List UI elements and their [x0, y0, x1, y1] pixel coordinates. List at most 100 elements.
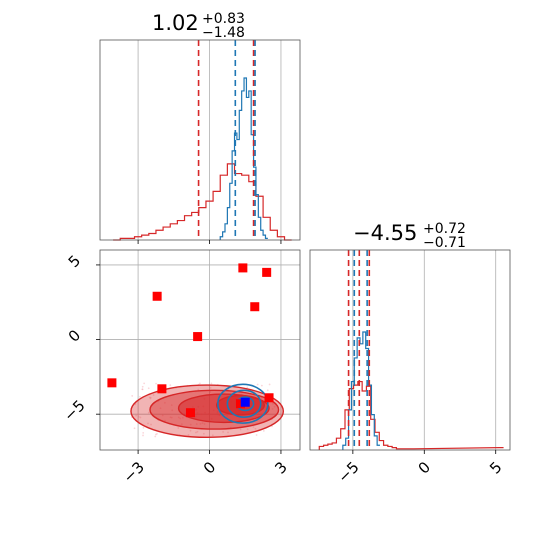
blue-contour	[226, 389, 262, 418]
blue-square-marker	[240, 397, 250, 407]
param2-title-value: −4.55	[353, 221, 417, 245]
red-square-marker	[107, 378, 117, 388]
x-tick-label: 0	[200, 458, 219, 477]
sample-point	[195, 423, 198, 425]
marginal-histogram-param2: −5 0 5 −4.55 +0.72 −0.71	[309, 221, 511, 486]
blue-histogram	[219, 77, 268, 240]
red-square-marker	[152, 291, 162, 301]
sample-point	[272, 402, 274, 405]
x-tick-label: 3	[271, 458, 290, 477]
sample-point	[211, 434, 214, 437]
sample-point	[210, 382, 213, 385]
scatter-frame	[99, 249, 301, 451]
sample-point	[187, 433, 190, 436]
sample-point	[148, 396, 151, 399]
sample-point	[134, 403, 137, 406]
param1-title-lower: −1.48	[202, 25, 245, 41]
sample-point	[155, 382, 158, 385]
red-square-marker	[250, 302, 260, 312]
scatter-markers	[107, 263, 274, 418]
sample-point	[203, 423, 206, 425]
sample-point	[150, 423, 152, 426]
red-square-marker	[193, 332, 203, 342]
sample-point	[137, 415, 140, 418]
sample-point	[147, 422, 149, 425]
sample-point	[149, 397, 152, 400]
x-tick-label: −3	[120, 458, 148, 486]
sample-point	[169, 416, 172, 419]
sample-point	[239, 428, 242, 431]
red-square-marker	[157, 384, 167, 394]
x-tick-label: 0	[415, 458, 434, 477]
sample-point	[177, 416, 180, 419]
y-tick-label: −5	[60, 396, 88, 424]
sample-point	[227, 431, 229, 434]
sample-point	[138, 395, 141, 398]
top-x-ticks	[137, 240, 282, 244]
sample-point	[209, 386, 212, 389]
sample-point	[189, 423, 192, 426]
sample-point	[142, 434, 144, 437]
x-tick-label: −5	[334, 458, 362, 486]
red-histogram	[113, 163, 292, 241]
sample-point	[222, 431, 224, 433]
sample-point	[135, 414, 138, 417]
sample-point	[171, 409, 174, 412]
sample-point	[195, 431, 197, 434]
sample-point	[164, 419, 166, 422]
sample-point	[198, 382, 201, 385]
sample-point	[159, 407, 162, 410]
sample-point	[273, 405, 276, 408]
sample-point	[271, 408, 274, 410]
sample-point	[131, 395, 134, 397]
br-quantile-lines	[347, 250, 371, 450]
sample-point	[177, 427, 180, 429]
sample-point	[179, 417, 182, 420]
sample-point	[147, 411, 150, 414]
red-square-marker	[185, 408, 195, 418]
sample-point	[254, 427, 257, 430]
param2-title-lower: −0.71	[423, 235, 466, 251]
sample-point	[163, 401, 166, 404]
sample-point	[141, 388, 144, 391]
sample-point	[133, 427, 136, 430]
red-histogram	[318, 380, 504, 450]
param2-title-upper: +0.72	[423, 221, 466, 237]
sample-point	[255, 434, 258, 436]
scatter-contours	[130, 382, 285, 439]
sample-point	[260, 396, 263, 399]
sample-point	[201, 422, 204, 424]
param1-title-value: 1.02	[152, 11, 199, 35]
sample-point	[170, 416, 173, 419]
sample-point	[137, 413, 139, 416]
red-square-marker	[235, 399, 245, 409]
sample-point	[152, 394, 155, 396]
sample-point	[252, 426, 255, 428]
top-grid	[137, 40, 282, 240]
sample-point	[169, 384, 172, 387]
sample-point	[147, 387, 150, 390]
sample-point	[139, 416, 142, 419]
sample-point	[189, 429, 192, 432]
joint-scatter-panel: −3 0 3 −5 0 5	[60, 249, 301, 486]
sample-point	[156, 432, 158, 435]
sample-point	[209, 391, 212, 393]
br-grid	[352, 250, 497, 450]
sample-point	[141, 388, 144, 391]
sample-point	[266, 389, 269, 392]
sample-point	[181, 416, 184, 419]
red-square-marker	[264, 393, 274, 403]
br-histograms	[318, 331, 504, 450]
marginal-histogram-param1: 1.02 +0.83 −1.48	[99, 11, 301, 244]
sample-point	[149, 396, 152, 399]
sample-point	[199, 422, 202, 425]
y-tick-label: 0	[65, 326, 84, 345]
sample-point	[260, 384, 263, 387]
sample-point	[246, 386, 249, 389]
param1-title-upper: +0.83	[202, 11, 245, 27]
x-tick-label: 5	[486, 458, 505, 477]
br-x-ticks	[352, 450, 497, 454]
sample-point	[154, 433, 157, 436]
top-frame	[99, 39, 301, 241]
